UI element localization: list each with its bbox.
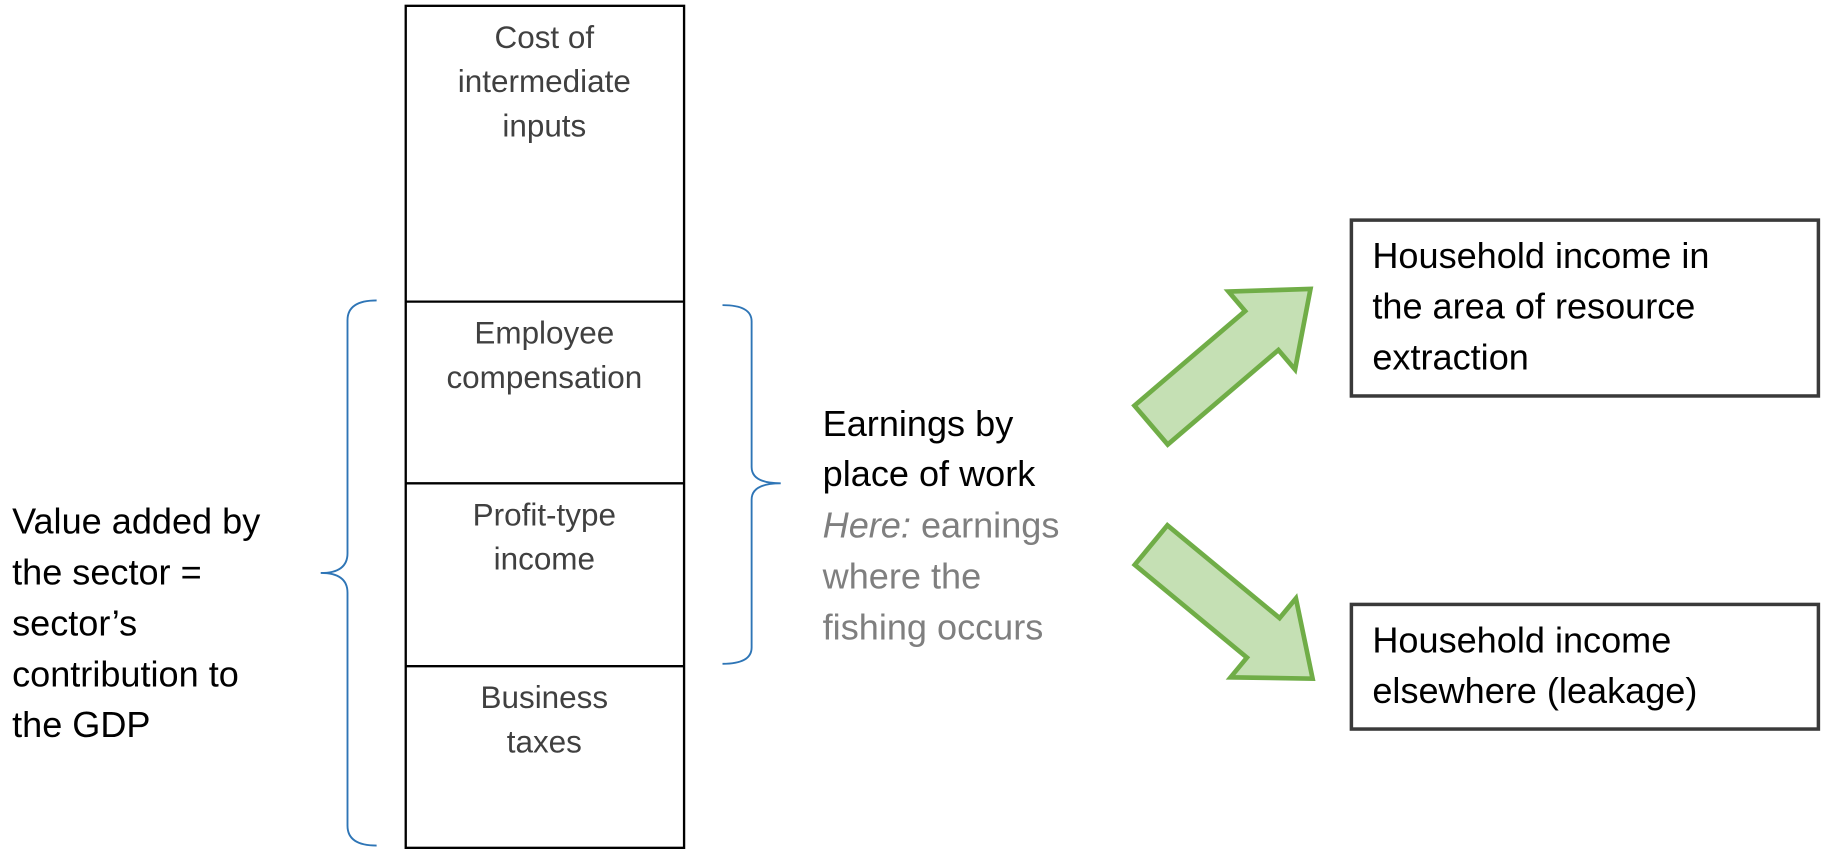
value-added-label: contribution to [12,653,239,694]
segment-label: Business [481,680,609,715]
stack-box [404,4,686,849]
segment-label: compensation [446,360,642,395]
segment-label: income [494,542,595,577]
outcome-box [1349,218,1821,398]
earnings-title: Earnings by [823,403,1014,444]
note-label: Here: [823,504,911,545]
value-added-label: the GDP [12,704,150,745]
outcome-label: Household income in [1372,235,1709,276]
outcome-label: the area of resource [1372,286,1695,327]
segment-label: Cost of [495,20,595,55]
left-brace [320,299,377,847]
note-text: earnings [911,504,1059,545]
earnings-note: where the [822,555,982,596]
earnings-title: place of work [823,453,1037,494]
outcome-label: extraction [1372,336,1528,377]
outcome-label: elsewhere (leakage) [1372,670,1697,711]
value-added-label: Value added by [12,501,260,542]
arrow-down [1131,522,1316,682]
segment-label: inputs [502,108,586,143]
value-added-label: the sector = [12,551,202,592]
outcome-box [1349,602,1821,731]
segment-label: Employee [474,316,614,351]
outcome-label: Household income [1372,619,1671,660]
arrow-up [1131,286,1314,448]
segment-label: intermediate [458,64,631,99]
segment-label: taxes [507,724,582,759]
earnings-note: Here: earnings [823,504,1060,545]
right-brace [722,304,781,665]
earnings-note: fishing occurs [823,607,1044,648]
value-added-label: sector’s [12,602,137,643]
segment-label: Profit-type [473,497,616,532]
